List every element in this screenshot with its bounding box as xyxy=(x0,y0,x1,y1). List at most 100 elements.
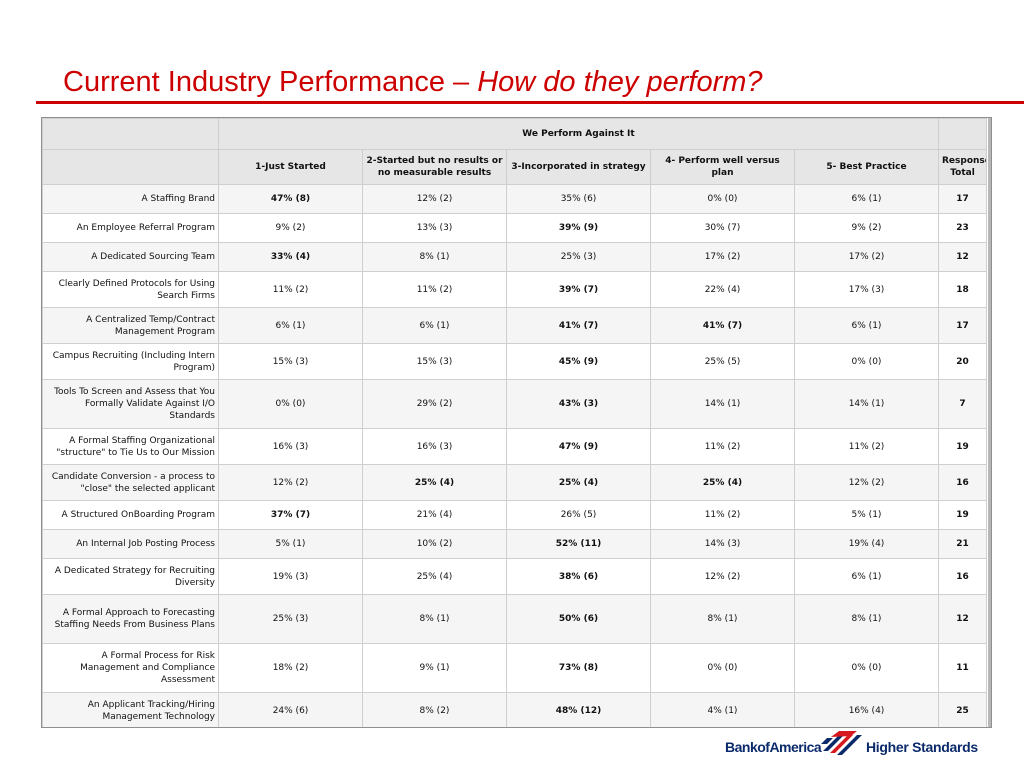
table-cell: 19% (4) xyxy=(794,529,939,559)
table-cell: 16% (4) xyxy=(794,692,939,727)
slide-title: Current Industry Performance – How do th… xyxy=(63,62,763,102)
table-cell: 43% (3) xyxy=(506,379,651,429)
table-cell: 37% (7) xyxy=(218,500,363,530)
table-cell: 17% (2) xyxy=(650,242,795,272)
table-group-header-row: We Perform Against It xyxy=(42,118,987,150)
slide-title-subtitle: How do they perform? xyxy=(477,66,763,98)
row-label: Campus Recruiting (Including Intern Prog… xyxy=(42,343,219,380)
table-cell: 9% (1) xyxy=(362,643,507,693)
table-cell: 73% (8) xyxy=(506,643,651,693)
table-cell: 38% (6) xyxy=(506,558,651,595)
row-label: A Formal Staffing Organizational "struct… xyxy=(42,428,219,465)
table-cell: 9% (2) xyxy=(218,213,363,243)
response-total-cell: 23 xyxy=(938,213,987,243)
column-header: 1-Just Started xyxy=(218,149,363,185)
table-cell: 15% (3) xyxy=(362,343,507,380)
row-label: An Internal Job Posting Process xyxy=(42,529,219,559)
response-total-cell: 12 xyxy=(938,242,987,272)
row-label: Clearly Defined Protocols for Using Sear… xyxy=(42,271,219,308)
table-cell: 17% (3) xyxy=(794,271,939,308)
table-cell: 25% (3) xyxy=(218,594,363,644)
logo-tagline: Higher Standards xyxy=(866,739,978,755)
table-cell: 47% (9) xyxy=(506,428,651,465)
table-group-header: We Perform Against It xyxy=(218,118,939,150)
table-cell: 6% (1) xyxy=(362,307,507,344)
table-cell: 14% (1) xyxy=(650,379,795,429)
table-row: Tools To Screen and Assess that You Form… xyxy=(42,379,987,429)
table-cell: 4% (1) xyxy=(650,692,795,727)
logo-brand-text: BankofAmerica xyxy=(725,739,822,755)
table-cell: 10% (2) xyxy=(362,529,507,559)
table-cell: 39% (9) xyxy=(506,213,651,243)
column-header: 3-Incorporated in strategy xyxy=(506,149,651,185)
table-cell: 8% (1) xyxy=(362,242,507,272)
table-row: A Formal Approach to Forecasting Staffin… xyxy=(42,594,987,644)
table-corner-cell xyxy=(42,118,219,150)
table-cell: 33% (4) xyxy=(218,242,363,272)
table-cell: 5% (1) xyxy=(218,529,363,559)
table-cell: 0% (0) xyxy=(794,643,939,693)
table-cell: 30% (7) xyxy=(650,213,795,243)
row-label: A Centralized Temp/Contract Management P… xyxy=(42,307,219,344)
column-header: 2-Started but no results or no measurabl… xyxy=(362,149,507,185)
table-cell: 26% (5) xyxy=(506,500,651,530)
table-cell: 52% (11) xyxy=(506,529,651,559)
bank-of-america-logo: BankofAmerica Higher Standards xyxy=(725,727,980,759)
response-total-cell: 16 xyxy=(938,558,987,595)
table-row: A Dedicated Sourcing Team 33% (4) 8% (1) 25… xyxy=(42,242,987,272)
row-label: A Structured OnBoarding Program xyxy=(42,500,219,530)
response-total-cell: 18 xyxy=(938,271,987,308)
row-label: A Dedicated Strategy for Recruiting Dive… xyxy=(42,558,219,595)
table-cell: 0% (0) xyxy=(650,184,795,214)
table-cell: 11% (2) xyxy=(218,271,363,308)
row-label: A Formal Approach to Forecasting Staffin… xyxy=(42,594,219,644)
table-cell: 6% (1) xyxy=(794,307,939,344)
table-row: A Structured OnBoarding Program 37% (7) 21… xyxy=(42,500,987,530)
row-label: A Dedicated Sourcing Team xyxy=(42,242,219,272)
table-cell: 9% (2) xyxy=(794,213,939,243)
slide-title-main: Current Industry Performance – xyxy=(63,66,478,98)
table-cell: 11% (2) xyxy=(362,271,507,308)
table-row: An Internal Job Posting Process 5% (1) 10%… xyxy=(42,529,987,559)
table-cell: 41% (7) xyxy=(650,307,795,344)
table-row: A Centralized Temp/Contract Management P… xyxy=(42,307,987,344)
response-total-cell: 11 xyxy=(938,643,987,693)
response-total-cell: 7 xyxy=(938,379,987,429)
table-cell: 24% (6) xyxy=(218,692,363,727)
table-cell: 35% (6) xyxy=(506,184,651,214)
column-header: 4- Perform well versus plan xyxy=(650,149,795,185)
table-cell: 0% (0) xyxy=(794,343,939,380)
response-total-cell: 19 xyxy=(938,428,987,465)
table-cell: 21% (4) xyxy=(362,500,507,530)
table-row: Candidate Conversion - a process to "clo… xyxy=(42,464,987,501)
table-cell: 16% (3) xyxy=(218,428,363,465)
table-cell: 25% (3) xyxy=(506,242,651,272)
response-total-cell: 12 xyxy=(938,594,987,644)
table-cell: 39% (7) xyxy=(506,271,651,308)
row-label: Tools To Screen and Assess that You Form… xyxy=(42,379,219,429)
table-row: A Dedicated Strategy for Recruiting Dive… xyxy=(42,558,987,595)
response-total-cell: 20 xyxy=(938,343,987,380)
table-cell: 8% (1) xyxy=(650,594,795,644)
table-row: Clearly Defined Protocols for Using Sear… xyxy=(42,271,987,308)
table-header-corner xyxy=(42,149,219,185)
table-cell: 16% (3) xyxy=(362,428,507,465)
response-total-cell: 17 xyxy=(938,307,987,344)
performance-table-frame: We Perform Against It 1-Just Started 2-S… xyxy=(41,117,992,728)
table-cell: 12% (2) xyxy=(794,464,939,501)
column-header-response-total: Response Total xyxy=(938,149,987,185)
table-row: An Applicant Tracking/Hiring Management … xyxy=(42,692,987,727)
flag-icon xyxy=(821,731,862,755)
table-cell: 19% (3) xyxy=(218,558,363,595)
table-cell: 14% (3) xyxy=(650,529,795,559)
response-total-cell: 21 xyxy=(938,529,987,559)
table-column-header-row: 1-Just Started 2-Started but no results … xyxy=(42,149,987,185)
response-total-cell: 19 xyxy=(938,500,987,530)
table-cell: 6% (1) xyxy=(794,558,939,595)
table-cell: 48% (12) xyxy=(506,692,651,727)
table-cell: 11% (2) xyxy=(650,428,795,465)
table-cell: 15% (3) xyxy=(218,343,363,380)
response-total-cell: 17 xyxy=(938,184,987,214)
row-label: Candidate Conversion - a process to "clo… xyxy=(42,464,219,501)
performance-table: We Perform Against It 1-Just Started 2-S… xyxy=(42,118,987,727)
